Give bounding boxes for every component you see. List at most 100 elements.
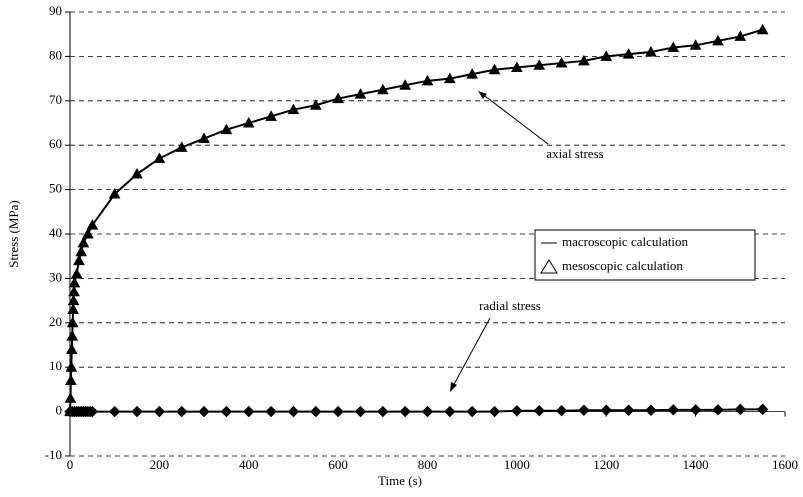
data-point bbox=[75, 245, 88, 257]
data-point bbox=[600, 404, 612, 416]
data-point bbox=[712, 404, 724, 416]
data-point bbox=[533, 59, 546, 70]
x-tick-label: 1400 bbox=[683, 457, 709, 472]
data-point bbox=[466, 68, 479, 79]
data-point bbox=[667, 41, 680, 53]
y-tick-label: 90 bbox=[49, 3, 62, 18]
annotation-arrow bbox=[451, 317, 491, 389]
data-point bbox=[332, 405, 344, 418]
data-point bbox=[511, 61, 523, 72]
annotation-arrowhead bbox=[450, 382, 457, 392]
data-point bbox=[64, 392, 77, 403]
y-tick-label: 10 bbox=[49, 358, 62, 373]
data-point bbox=[578, 54, 590, 66]
legend-box bbox=[534, 229, 756, 281]
annotation: radial stress bbox=[479, 298, 541, 313]
data-point bbox=[689, 39, 702, 50]
data-point bbox=[399, 405, 411, 418]
data-point bbox=[153, 405, 166, 418]
x-tick-label: 200 bbox=[150, 457, 170, 472]
y-tick-label: 70 bbox=[49, 92, 62, 107]
x-tick-label: 400 bbox=[239, 457, 259, 472]
annotation-arrow bbox=[480, 92, 549, 145]
data-point bbox=[265, 110, 277, 121]
data-point bbox=[220, 123, 233, 135]
data-point bbox=[65, 361, 78, 372]
y-tick-label: 20 bbox=[49, 314, 62, 329]
y-axis-label: Stress (MPa) bbox=[6, 200, 21, 268]
data-point bbox=[533, 405, 545, 417]
data-point bbox=[67, 294, 80, 306]
data-point bbox=[756, 23, 769, 35]
data-point bbox=[354, 405, 367, 418]
data-point bbox=[243, 405, 255, 418]
data-point bbox=[67, 303, 79, 314]
series-line bbox=[69, 28, 763, 412]
data-point bbox=[265, 405, 277, 418]
data-point bbox=[756, 403, 769, 416]
data-point bbox=[645, 404, 657, 416]
data-point bbox=[153, 152, 166, 164]
legend-label: macroscopic calculation bbox=[562, 234, 688, 249]
data-point bbox=[488, 405, 501, 418]
data-point bbox=[131, 405, 143, 418]
data-point bbox=[376, 83, 389, 95]
y-tick-label: -10 bbox=[45, 447, 62, 462]
data-point bbox=[68, 276, 81, 288]
data-point bbox=[65, 343, 78, 354]
data-point bbox=[444, 405, 456, 418]
data-point bbox=[77, 236, 90, 248]
data-point bbox=[734, 30, 747, 41]
data-point bbox=[68, 285, 80, 297]
annotation-arrowhead bbox=[478, 91, 487, 99]
data-point bbox=[287, 405, 300, 418]
data-point bbox=[65, 374, 77, 386]
x-tick-label: 1600 bbox=[772, 457, 798, 472]
data-point bbox=[488, 63, 501, 75]
y-tick-label: 30 bbox=[49, 269, 62, 284]
data-point bbox=[86, 405, 99, 418]
data-point bbox=[578, 404, 590, 416]
data-point bbox=[176, 405, 188, 418]
data-point bbox=[220, 405, 233, 418]
y-tick-label: 40 bbox=[49, 225, 62, 240]
data-point bbox=[82, 227, 94, 239]
y-tick-label: 50 bbox=[49, 181, 62, 196]
data-point bbox=[108, 188, 121, 199]
data-point bbox=[511, 405, 523, 417]
data-point bbox=[600, 50, 613, 61]
x-tick-label: 0 bbox=[67, 457, 74, 472]
x-tick-label: 800 bbox=[418, 457, 438, 472]
x-axis-label: Time (s) bbox=[378, 473, 422, 488]
data-point bbox=[466, 405, 478, 418]
data-point bbox=[667, 404, 679, 416]
data-point bbox=[131, 168, 143, 179]
x-tick-label: 600 bbox=[328, 457, 348, 472]
data-point bbox=[66, 316, 79, 328]
data-point bbox=[354, 88, 367, 99]
x-tick-label: 1200 bbox=[593, 457, 619, 472]
data-point bbox=[622, 48, 635, 59]
data-point bbox=[555, 405, 568, 417]
data-point bbox=[645, 45, 657, 57]
x-tick-label: 1000 bbox=[504, 457, 530, 472]
data-point bbox=[86, 219, 99, 230]
data-point bbox=[242, 116, 255, 128]
data-point bbox=[66, 330, 79, 341]
data-point bbox=[399, 79, 412, 90]
data-point bbox=[443, 72, 456, 84]
data-point bbox=[622, 404, 635, 416]
data-point bbox=[309, 99, 322, 110]
annotation: axial stress bbox=[546, 146, 603, 161]
data-point bbox=[198, 405, 210, 418]
y-tick-label: 80 bbox=[49, 47, 62, 62]
data-point bbox=[73, 254, 85, 266]
y-tick-label: 60 bbox=[49, 136, 62, 151]
y-tick-label: 0 bbox=[56, 403, 63, 418]
data-point bbox=[198, 132, 210, 144]
data-point bbox=[734, 403, 747, 416]
data-point bbox=[555, 57, 568, 68]
data-point bbox=[332, 92, 344, 104]
data-point bbox=[421, 74, 434, 86]
